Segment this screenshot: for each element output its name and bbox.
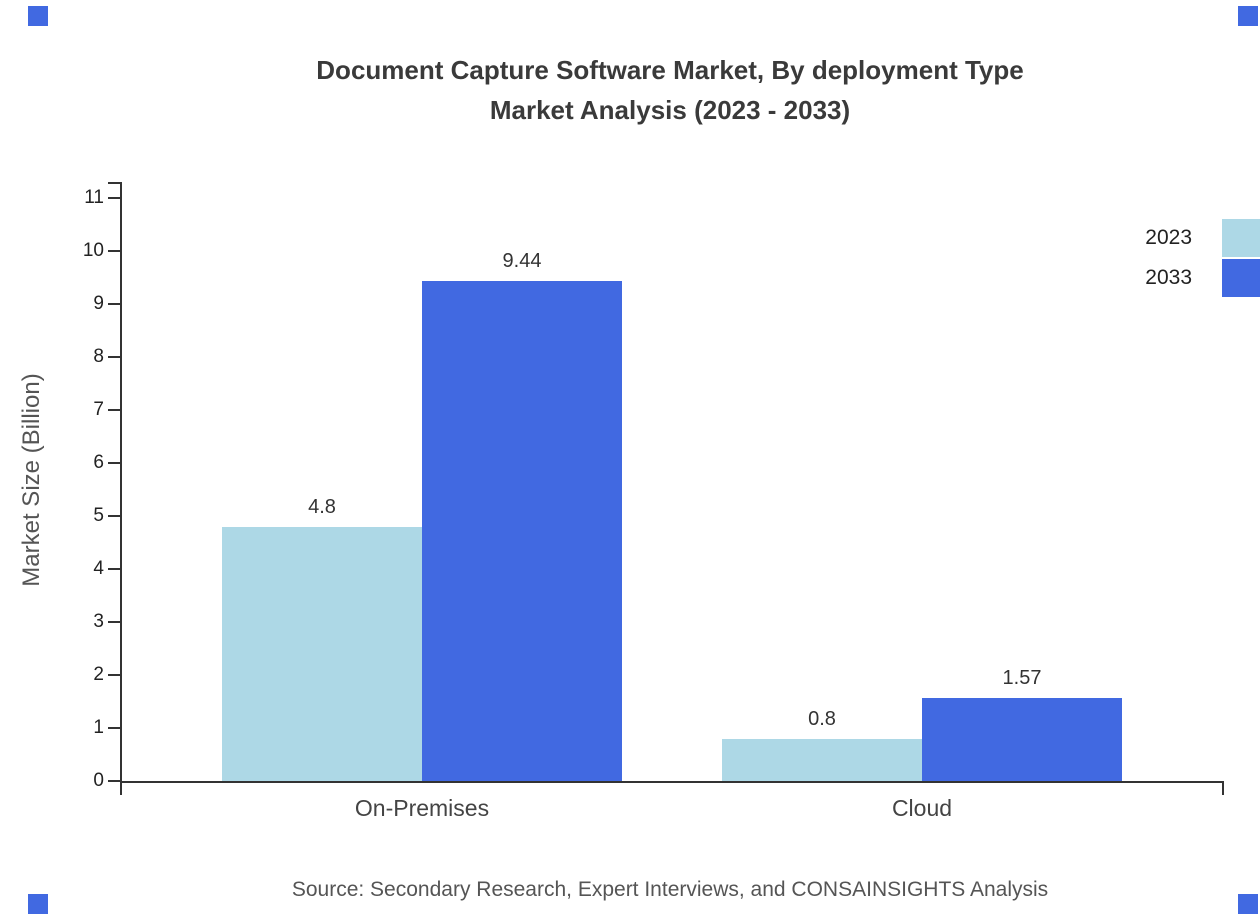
y-tick-label: 2: [93, 664, 104, 685]
y-tick-mark: [108, 197, 122, 199]
bar-value-label: 1.57: [1002, 667, 1042, 689]
legend-label: 2033: [1145, 266, 1192, 289]
y-tick-label: 4: [93, 558, 104, 579]
y-tick-mark: [108, 621, 122, 623]
y-tick-mark: [108, 674, 122, 676]
legend-item: 2023: [1145, 218, 1260, 258]
y-tick-mark: [108, 462, 122, 464]
x-category-label: Cloud: [891, 795, 953, 821]
y-tick-label: 1: [93, 717, 104, 738]
y-tick-mark: [108, 303, 122, 305]
y-tick-mark: [108, 250, 122, 252]
y-tick-mark: [108, 780, 122, 782]
chart-title-line1: Document Capture Software Market, By dep…: [316, 55, 1024, 85]
y-tick-mark: [108, 727, 122, 729]
bar-2023-cloud: [722, 739, 922, 781]
corner-square-bottom-right: [1238, 894, 1258, 914]
y-tick-label: 9: [93, 293, 104, 314]
legend-label: 2023: [1145, 226, 1192, 249]
bar-2033-on-premises: [422, 281, 622, 781]
bar-value-label: 9.44: [502, 250, 542, 272]
legend-swatch: [1222, 259, 1260, 297]
y-tick-label: 0: [93, 770, 104, 791]
y-axis-end-tick: [108, 182, 122, 184]
chart-title-line2: Market Analysis (2023 - 2033): [489, 95, 851, 125]
chart-title: Document Capture Software Market, By dep…: [120, 50, 1220, 130]
bar-2023-on-premises: [222, 527, 422, 781]
y-tick-mark: [108, 515, 122, 517]
y-tick-mark: [108, 409, 122, 411]
y-tick-label: 5: [93, 505, 104, 526]
y-tick-mark: [108, 356, 122, 358]
legend-swatch: [1222, 219, 1260, 257]
y-tick-label: 10: [82, 240, 104, 261]
legend-item: 2033: [1145, 258, 1260, 298]
corner-square-top-left: [28, 6, 48, 26]
y-tick-label: 7: [93, 399, 104, 420]
y-tick-label: 8: [93, 346, 104, 367]
bar-value-label: 0.8: [808, 708, 836, 730]
y-tick-label: 3: [93, 611, 104, 632]
plot-area: 0 1 2 3 4 5 6 7 8 9 10 11 4.8 9.44 On-Premises 0.8 1.57 C…: [83, 182, 1224, 821]
y-tick-label: 6: [93, 452, 104, 473]
bar-value-label: 4.8: [308, 496, 336, 518]
corner-square-bottom-left: [28, 894, 48, 914]
legend: 2023 2033: [1145, 218, 1260, 298]
x-category-label: On-Premises: [354, 795, 490, 821]
source-note: Source: Secondary Research, Expert Inter…: [291, 878, 1049, 901]
y-tick-label: 11: [84, 187, 104, 208]
y-axis-title: Market Size (Billion): [18, 373, 45, 587]
corner-square-top-right: [1238, 6, 1258, 26]
bar-2033-cloud: [922, 698, 1122, 781]
y-tick-mark: [108, 568, 122, 570]
